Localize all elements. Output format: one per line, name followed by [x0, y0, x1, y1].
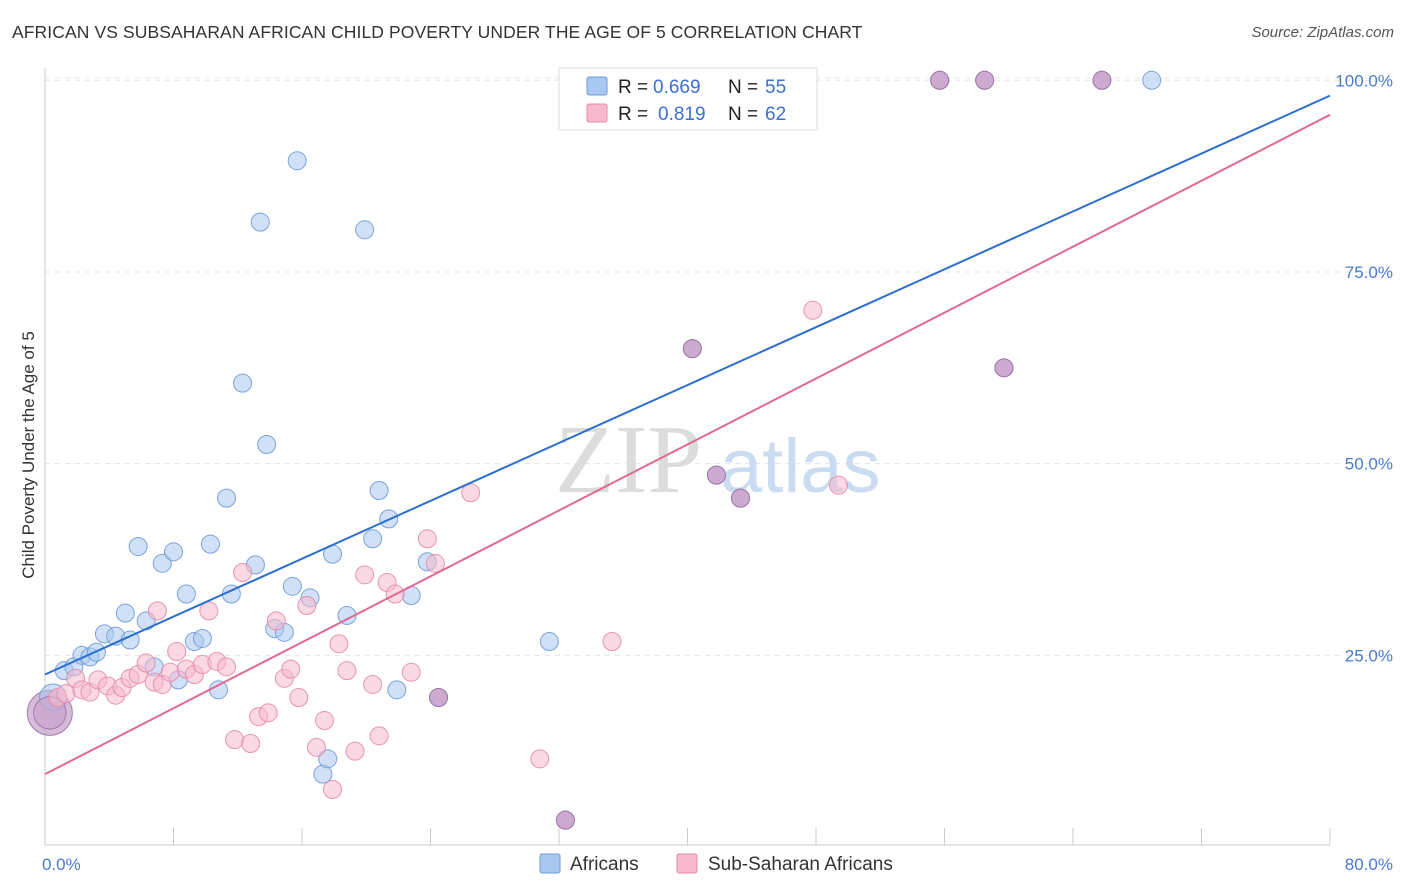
- bottom-legend-swatch-subsaharan: [676, 853, 698, 874]
- point-subsaharan: [147, 601, 167, 621]
- point-subsaharan: [306, 737, 326, 757]
- point-africans: [200, 534, 220, 554]
- point-africans: [318, 749, 338, 769]
- point-africans: [539, 632, 559, 652]
- point-subsaharan: [258, 703, 278, 723]
- bottom-legend-swatch-africans: [539, 853, 561, 874]
- point-subsaharan: [289, 687, 309, 707]
- point-africans: [208, 680, 228, 700]
- legend-r-label-2: R =: [618, 104, 648, 125]
- legend-swatch-subsaharan: [586, 103, 608, 123]
- point-africans: [257, 434, 277, 454]
- y-tick-label: 50.0%: [1345, 455, 1393, 474]
- y-axis-label: Child Poverty Under the Age of 5: [19, 331, 38, 579]
- point-subsaharan: [167, 641, 187, 661]
- point-subsaharan: [828, 475, 848, 495]
- point-subsaharan: [345, 741, 365, 761]
- point-overlap: [1092, 70, 1112, 90]
- bottom-legend-africans: Africans: [570, 854, 639, 875]
- point-subsaharan: [281, 659, 301, 679]
- point-subsaharan: [266, 611, 286, 631]
- source-credit: Source: ZipAtlas.com: [1251, 24, 1394, 41]
- trend-lines: [44, 94, 1331, 776]
- point-subsaharan: [241, 733, 261, 753]
- point-africans: [128, 536, 148, 556]
- y-tick-label: 25.0%: [1345, 646, 1393, 665]
- point-africans: [387, 680, 407, 700]
- y-tick-label: 75.0%: [1345, 263, 1393, 282]
- point-overlap: [682, 339, 702, 359]
- point-overlap: [555, 810, 575, 830]
- point-subsaharan: [425, 553, 445, 573]
- point-overlap: [930, 70, 950, 90]
- watermark-zip: ZIP: [555, 406, 702, 514]
- point-subsaharan: [314, 710, 334, 730]
- point-africans: [250, 212, 270, 232]
- x-tick-labels: 0.0% 80.0%: [42, 855, 1393, 874]
- point-africans: [192, 628, 212, 648]
- bottom-legend: Africans Sub-Saharan Africans: [539, 853, 893, 875]
- point-africans: [355, 220, 375, 240]
- point-subsaharan: [225, 730, 245, 750]
- point-subsaharan: [297, 595, 317, 615]
- point-africans: [152, 553, 172, 573]
- legend-n-value-2: 62: [765, 104, 786, 125]
- y-tick-label: 100.0%: [1335, 71, 1393, 90]
- point-overlap: [994, 358, 1014, 378]
- point-subsaharan: [602, 632, 622, 652]
- point-overlap: [429, 687, 449, 707]
- point-overlap: [706, 465, 726, 485]
- point-subsaharan: [337, 661, 357, 681]
- legend-r-value-1: 0.669: [653, 77, 701, 98]
- point-africans: [1142, 70, 1162, 90]
- point-overlap: [975, 70, 995, 90]
- legend-r-label-1: R =: [618, 77, 648, 98]
- point-africans: [282, 576, 302, 596]
- point-africans: [115, 603, 135, 623]
- point-subsaharan: [160, 662, 180, 682]
- trend-line-subsaharan: [44, 113, 1331, 776]
- point-subsaharan: [136, 653, 156, 673]
- legend-r-value-2: 0.819: [658, 104, 706, 125]
- point-subsaharan: [417, 529, 437, 549]
- point-africans: [363, 529, 383, 549]
- point-africans: [287, 151, 307, 171]
- legend-n-value-1: 55: [765, 77, 786, 98]
- x-tick-label: 0.0%: [42, 855, 81, 874]
- point-subsaharan: [363, 674, 383, 694]
- point-subsaharan: [323, 779, 343, 799]
- point-subsaharan: [217, 657, 237, 677]
- point-subsaharan: [803, 300, 823, 320]
- trend-line-africans: [44, 94, 1331, 676]
- legend-swatch-africans: [586, 76, 608, 96]
- legend-n-label-2: N =: [728, 104, 758, 125]
- point-africans: [217, 488, 237, 508]
- point-africans: [233, 373, 253, 393]
- legend-box: R = 0.669 N = 55 R = 0.819 N = 62: [558, 67, 818, 131]
- point-subsaharan: [401, 662, 421, 682]
- scatter-points: [26, 70, 1162, 830]
- point-subsaharan: [233, 563, 253, 583]
- point-africans: [176, 584, 196, 604]
- chart-title: AFRICAN VS SUBSAHARAN AFRICAN CHILD POVE…: [12, 22, 863, 42]
- point-subsaharan: [56, 684, 76, 704]
- point-overlap: [731, 488, 751, 508]
- legend-n-label-1: N =: [728, 77, 758, 98]
- bottom-legend-subsaharan: Sub-Saharan Africans: [708, 854, 893, 875]
- point-subsaharan: [329, 634, 349, 654]
- point-subsaharan: [369, 726, 389, 746]
- point-africans: [369, 480, 389, 500]
- point-africans: [164, 542, 183, 562]
- point-subsaharan: [355, 565, 375, 585]
- point-subsaharan: [199, 601, 219, 621]
- point-subsaharan: [530, 749, 550, 769]
- x-tick-label: 80.0%: [1345, 855, 1393, 874]
- watermark: ZIP atlas: [555, 406, 881, 514]
- y-tick-labels: 25.0% 50.0% 75.0% 100.0%: [1335, 71, 1393, 665]
